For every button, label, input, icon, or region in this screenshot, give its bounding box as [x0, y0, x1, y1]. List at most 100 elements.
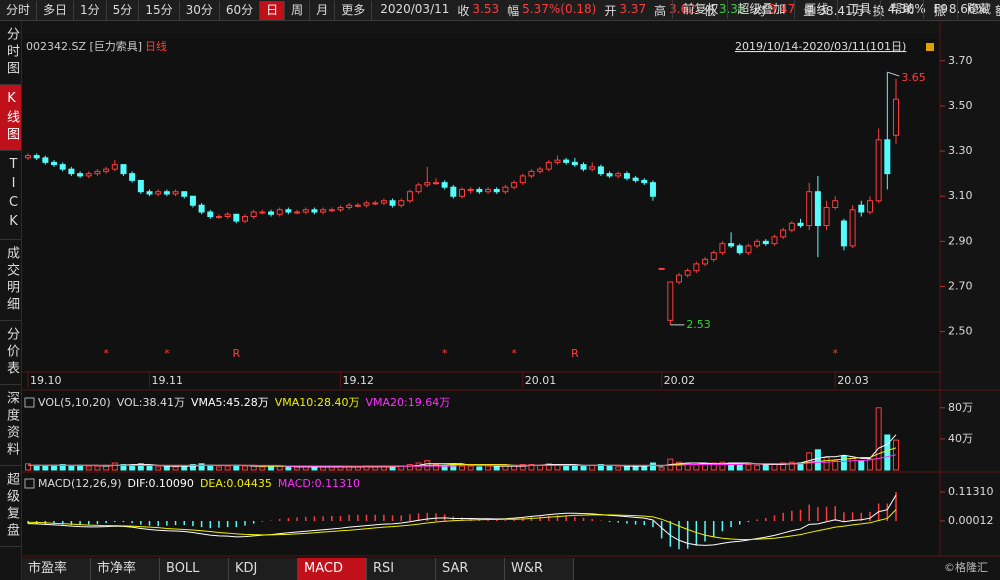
- quote-value: 3.33: [718, 1, 746, 16]
- quote-item: 高 3.62: [654, 2, 696, 19]
- period-tab[interactable]: 30分: [180, 0, 220, 20]
- sidebar-item[interactable]: 深度资料: [0, 385, 21, 466]
- candle-body: [754, 240, 761, 247]
- menu-item[interactable]: 画线: [794, 0, 837, 19]
- period-tab[interactable]: 1分: [74, 0, 107, 20]
- indicator-tab[interactable]: BOLL: [160, 558, 229, 580]
- candle-body: [771, 236, 778, 245]
- indicator-tab[interactable]: 市净率: [91, 558, 160, 580]
- volume-bar: [884, 434, 891, 471]
- quote-item: 幅 5.37%(0.18): [507, 2, 596, 19]
- volume-bar: [788, 461, 795, 471]
- quote-item: 量 38.41万: [803, 2, 864, 19]
- candle-body: [893, 98, 899, 136]
- menu-item[interactable]: F9: [923, 0, 957, 19]
- y-tick-label: 80万: [948, 401, 973, 414]
- period-tab[interactable]: 5分: [107, 0, 140, 20]
- period-tab[interactable]: 多日: [37, 0, 75, 20]
- sidebar-item[interactable]: 成交明细: [0, 240, 21, 321]
- quote-item: 额1.33亿: [995, 2, 1000, 19]
- candle-body: [684, 270, 691, 276]
- period-tab[interactable]: 60分: [220, 0, 261, 20]
- volume-bar: [606, 465, 613, 471]
- candle-body: [137, 179, 144, 193]
- period-tab[interactable]: 日: [260, 0, 286, 20]
- volume-bar: [476, 466, 483, 471]
- period-tab[interactable]: 15分: [139, 0, 180, 20]
- candle-body: [728, 243, 735, 247]
- candle-body: [42, 157, 49, 163]
- candle-body: [632, 177, 639, 181]
- indicator-tab[interactable]: SAR: [436, 558, 505, 580]
- candle-body: [250, 211, 257, 218]
- volume-bar: [198, 463, 205, 471]
- y-tick-label: 2.90: [948, 234, 973, 247]
- period-tab[interactable]: 更多: [335, 0, 373, 20]
- indicator-tab[interactable]: MACD: [298, 558, 367, 580]
- volume-bar: [849, 457, 856, 471]
- candle-body: [563, 159, 570, 163]
- menu-item[interactable]: 超级叠加: [727, 0, 794, 19]
- volume-bar: [485, 465, 492, 471]
- volume-bar: [120, 464, 127, 471]
- candle-body: [233, 213, 240, 222]
- indicator-tab[interactable]: 市盈率: [22, 558, 91, 580]
- sidebar-item[interactable]: K线图: [0, 85, 21, 151]
- volume-bar: [163, 465, 170, 471]
- y-tick-label: 3.70: [948, 54, 973, 67]
- candle-body: [268, 211, 275, 215]
- quote-item: 收 3.53: [457, 2, 499, 19]
- quote-label: 开: [604, 3, 617, 18]
- y-tick-label: 3.50: [948, 99, 973, 112]
- indicator-tab[interactable]: KDJ: [229, 558, 298, 580]
- candle-body: [823, 207, 830, 227]
- event-marker: R: [571, 347, 579, 360]
- sidebar-item[interactable]: 超级复盘: [0, 466, 21, 547]
- quote-label: 收: [457, 3, 470, 18]
- indicator-line: [28, 434, 897, 468]
- period-tab[interactable]: 周: [285, 0, 311, 20]
- legend-entry: VMA5:45.28万: [191, 396, 269, 409]
- lock-icon: [926, 43, 934, 51]
- volume-bar: [502, 465, 509, 471]
- candle-body: [649, 182, 656, 197]
- volume-bar: [25, 463, 31, 471]
- volume-bar: [571, 464, 578, 471]
- sidebar-item[interactable]: 分时图: [0, 21, 21, 85]
- indicator-tab[interactable]: RSI: [367, 558, 436, 580]
- quote-label: 均: [753, 3, 766, 18]
- volume-bar: [840, 455, 847, 471]
- volume-bar: [155, 466, 162, 471]
- volume-bar: [51, 464, 58, 471]
- volume-bar: [615, 466, 622, 471]
- menu-item[interactable]: 工具: [837, 0, 880, 19]
- menu-item[interactable]: 前复权: [672, 0, 727, 19]
- volume-bar: [33, 464, 40, 471]
- volume-bar: [467, 465, 474, 471]
- sidebar-item[interactable]: 分价表: [0, 321, 21, 385]
- period-tab[interactable]: 月: [310, 0, 336, 20]
- candle-body: [432, 182, 439, 185]
- candle-body: [328, 209, 335, 212]
- volume-bar: [432, 464, 439, 471]
- menu-item[interactable]: 隐藏: [956, 0, 1000, 19]
- volume-bar: [649, 462, 656, 471]
- quote-label: 高: [654, 3, 667, 18]
- indicator-tab[interactable]: W&R: [505, 558, 574, 580]
- quote-label: 振: [933, 3, 946, 18]
- quote-label: 2020/03/11: [380, 1, 450, 16]
- volume-bar: [59, 464, 66, 471]
- candle-body: [832, 200, 839, 209]
- sidebar-item[interactable]: TICK: [0, 151, 21, 240]
- candle-body: [511, 182, 518, 188]
- candle-body: [51, 161, 58, 166]
- volume-bar: [632, 465, 639, 471]
- volume-bar: [224, 465, 231, 471]
- menu-item[interactable]: 帮助: [880, 0, 923, 19]
- period-tab[interactable]: 分时: [0, 0, 38, 20]
- watermark: ©格隆汇: [944, 560, 988, 574]
- candle-body: [85, 173, 92, 177]
- y-tick-label: 2.50: [948, 325, 973, 338]
- legend-entry: DEA:0.04435: [200, 477, 272, 490]
